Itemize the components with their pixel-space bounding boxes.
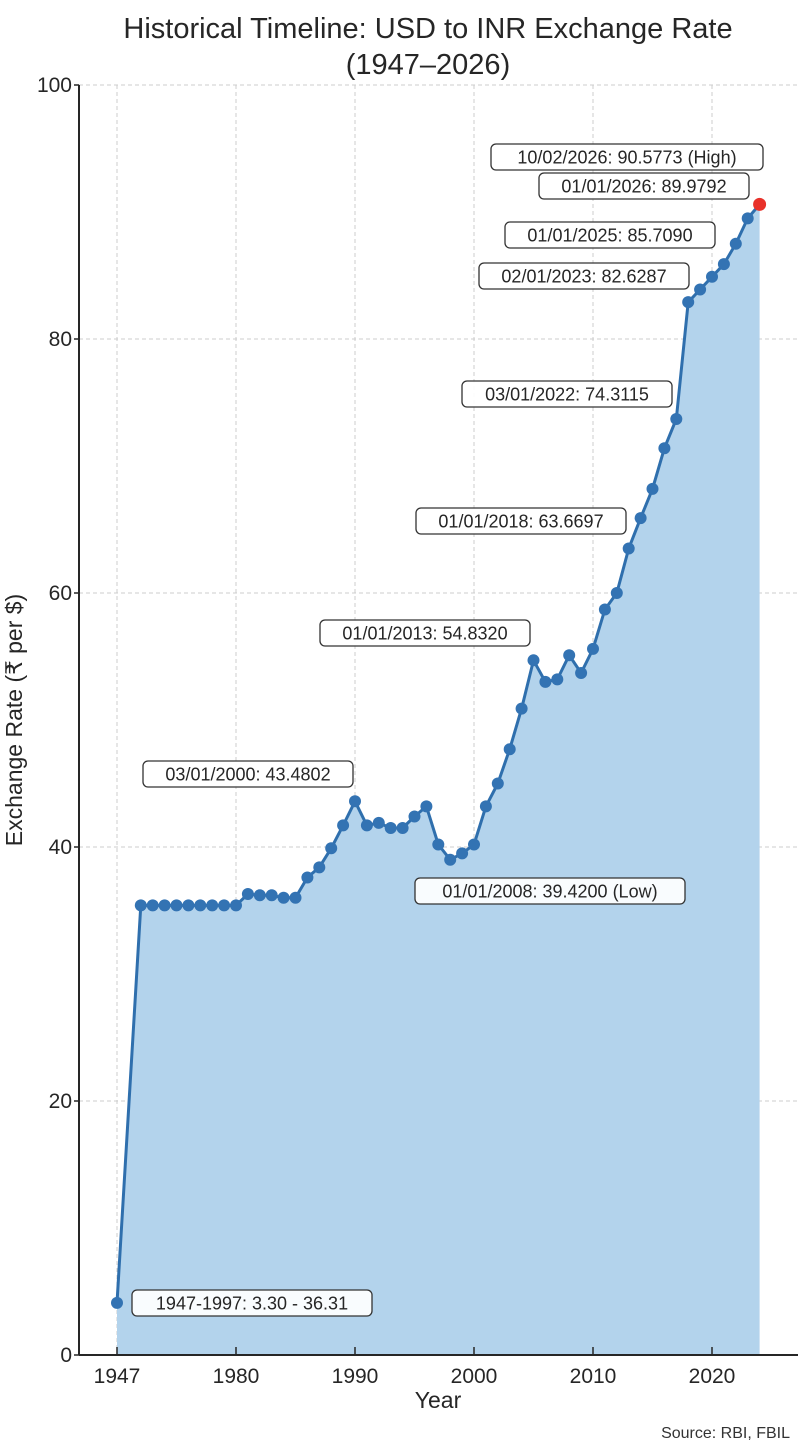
data-point-marker — [372, 816, 385, 829]
svg-text:01/01/2026: 89.9792: 01/01/2026: 89.9792 — [561, 177, 726, 197]
y-tick-label: 80 — [49, 328, 72, 351]
data-point-marker — [444, 853, 457, 866]
annotation-label: 01/01/2026: 89.9792 — [538, 172, 750, 200]
y-axis-label: Exchange Rate (₹ per $) — [1, 594, 27, 846]
y-tick-label: 0 — [60, 1344, 72, 1367]
data-point-marker — [563, 649, 576, 662]
source-note: Source: RBI, FBIL — [661, 1425, 790, 1442]
data-point-marker — [670, 413, 683, 426]
data-point-marker — [170, 899, 183, 912]
data-point-marker — [491, 777, 504, 790]
data-point-marker — [527, 654, 540, 667]
data-point-marker — [682, 296, 695, 309]
data-point-marker — [729, 237, 742, 250]
high-point-marker — [753, 197, 767, 211]
data-point-marker — [515, 702, 528, 715]
data-point-marker — [396, 821, 409, 834]
svg-text:01/01/2025: 85.7090: 01/01/2025: 85.7090 — [527, 226, 692, 246]
data-point-marker — [717, 258, 730, 271]
data-point-marker — [539, 675, 552, 688]
svg-text:01/01/2013: 54.8320: 01/01/2013: 54.8320 — [342, 624, 507, 644]
data-point-marker — [598, 603, 611, 616]
data-point-marker — [194, 899, 207, 912]
x-tick-label: 2020 — [689, 1365, 736, 1388]
annotations: 10/02/2026: 90.5773 (High) 01/01/2026: 89… — [131, 143, 764, 1317]
data-point-marker — [694, 283, 707, 296]
data-point-marker — [420, 800, 433, 813]
chart-title-line1: Historical Timeline: USD to INR Exchange… — [123, 13, 732, 45]
x-tick-label: 1980 — [213, 1365, 260, 1388]
data-point-marker — [622, 542, 635, 555]
x-tick-label: 1990 — [332, 1365, 379, 1388]
annotation-label: 03/01/2022: 74.3115 — [461, 380, 673, 408]
data-point-marker — [182, 899, 195, 912]
svg-text:01/01/2008: 39.4200 (Low): 01/01/2008: 39.4200 (Low) — [442, 882, 657, 902]
svg-text:01/01/2018: 63.6697: 01/01/2018: 63.6697 — [438, 512, 603, 532]
annotation-label: 01/01/2018: 63.6697 — [415, 507, 627, 535]
data-point-marker — [468, 838, 480, 851]
data-point-marker — [479, 800, 492, 813]
data-point-marker — [610, 587, 623, 599]
chart-title-line2: (1947–2026) — [346, 49, 510, 81]
data-point-marker — [301, 871, 314, 884]
x-axis-ticks: 1947 1980 1990 2000 2010 2020 — [94, 1347, 736, 1388]
annotation-label: 01/01/2025: 85.7090 — [504, 221, 716, 249]
data-point-marker — [706, 270, 718, 283]
data-point-marker — [158, 899, 171, 912]
y-tick-label: 100 — [37, 74, 72, 97]
data-point-marker — [551, 673, 564, 686]
data-point-marker — [658, 442, 671, 455]
data-point-marker — [587, 642, 599, 655]
data-point-marker — [325, 842, 338, 855]
data-point-marker — [218, 899, 231, 912]
data-point-marker — [253, 889, 266, 902]
x-tick-label: 1947 — [94, 1365, 141, 1388]
data-markers — [111, 197, 767, 1309]
data-point-marker — [111, 1296, 123, 1309]
svg-text:03/01/2000: 43.4802: 03/01/2000: 43.4802 — [165, 765, 330, 785]
data-point-marker — [289, 891, 302, 904]
annotation-label: 10/02/2026: 90.5773 (High) — [490, 143, 764, 171]
annotation-label: 01/01/2008: 39.4200 (Low) — [414, 877, 686, 905]
data-point-marker — [230, 899, 242, 912]
annotation-label: 02/01/2023: 82.6287 — [478, 262, 690, 290]
data-point-marker — [456, 847, 469, 860]
data-point-marker — [408, 810, 421, 823]
svg-text:1947-1997: 3.30 - 36.31: 1947-1997: 3.30 - 36.31 — [156, 1294, 348, 1314]
data-point-marker — [134, 899, 147, 912]
data-point-marker — [241, 887, 254, 900]
annotation-label: 03/01/2000: 43.4802 — [142, 760, 354, 788]
data-point-marker — [146, 899, 159, 912]
data-point-marker — [349, 795, 361, 808]
y-tick-label: 40 — [49, 836, 72, 859]
y-axis-ticks: 0 20 40 60 80 100 — [37, 74, 79, 1367]
data-point-marker — [313, 861, 326, 874]
data-point-marker — [503, 743, 516, 756]
x-tick-label: 2000 — [451, 1365, 498, 1388]
data-point-marker — [741, 212, 754, 225]
data-point-marker — [265, 889, 278, 902]
y-tick-label: 60 — [49, 582, 72, 605]
svg-text:10/02/2026: 90.5773 (High): 10/02/2026: 90.5773 (High) — [517, 148, 736, 168]
y-tick-label: 20 — [49, 1090, 72, 1113]
data-point-marker — [634, 512, 647, 525]
svg-text:02/01/2023: 82.6287: 02/01/2023: 82.6287 — [501, 267, 666, 287]
annotation-label: 01/01/2013: 54.8320 — [319, 619, 531, 647]
data-point-marker — [384, 821, 397, 834]
data-point-marker — [360, 819, 373, 832]
data-point-marker — [646, 482, 659, 495]
data-point-marker — [575, 667, 588, 680]
area-fill — [117, 204, 760, 1355]
data-point-marker — [432, 838, 445, 851]
data-point-marker — [277, 891, 290, 904]
annotation-label: 1947-1997: 3.30 - 36.31 — [131, 1289, 373, 1317]
data-point-marker — [206, 899, 219, 912]
x-axis-label: Year — [415, 1387, 462, 1413]
x-tick-label: 2010 — [570, 1365, 617, 1388]
svg-text:03/01/2022: 74.3115: 03/01/2022: 74.3115 — [485, 385, 649, 405]
data-point-marker — [337, 819, 350, 832]
